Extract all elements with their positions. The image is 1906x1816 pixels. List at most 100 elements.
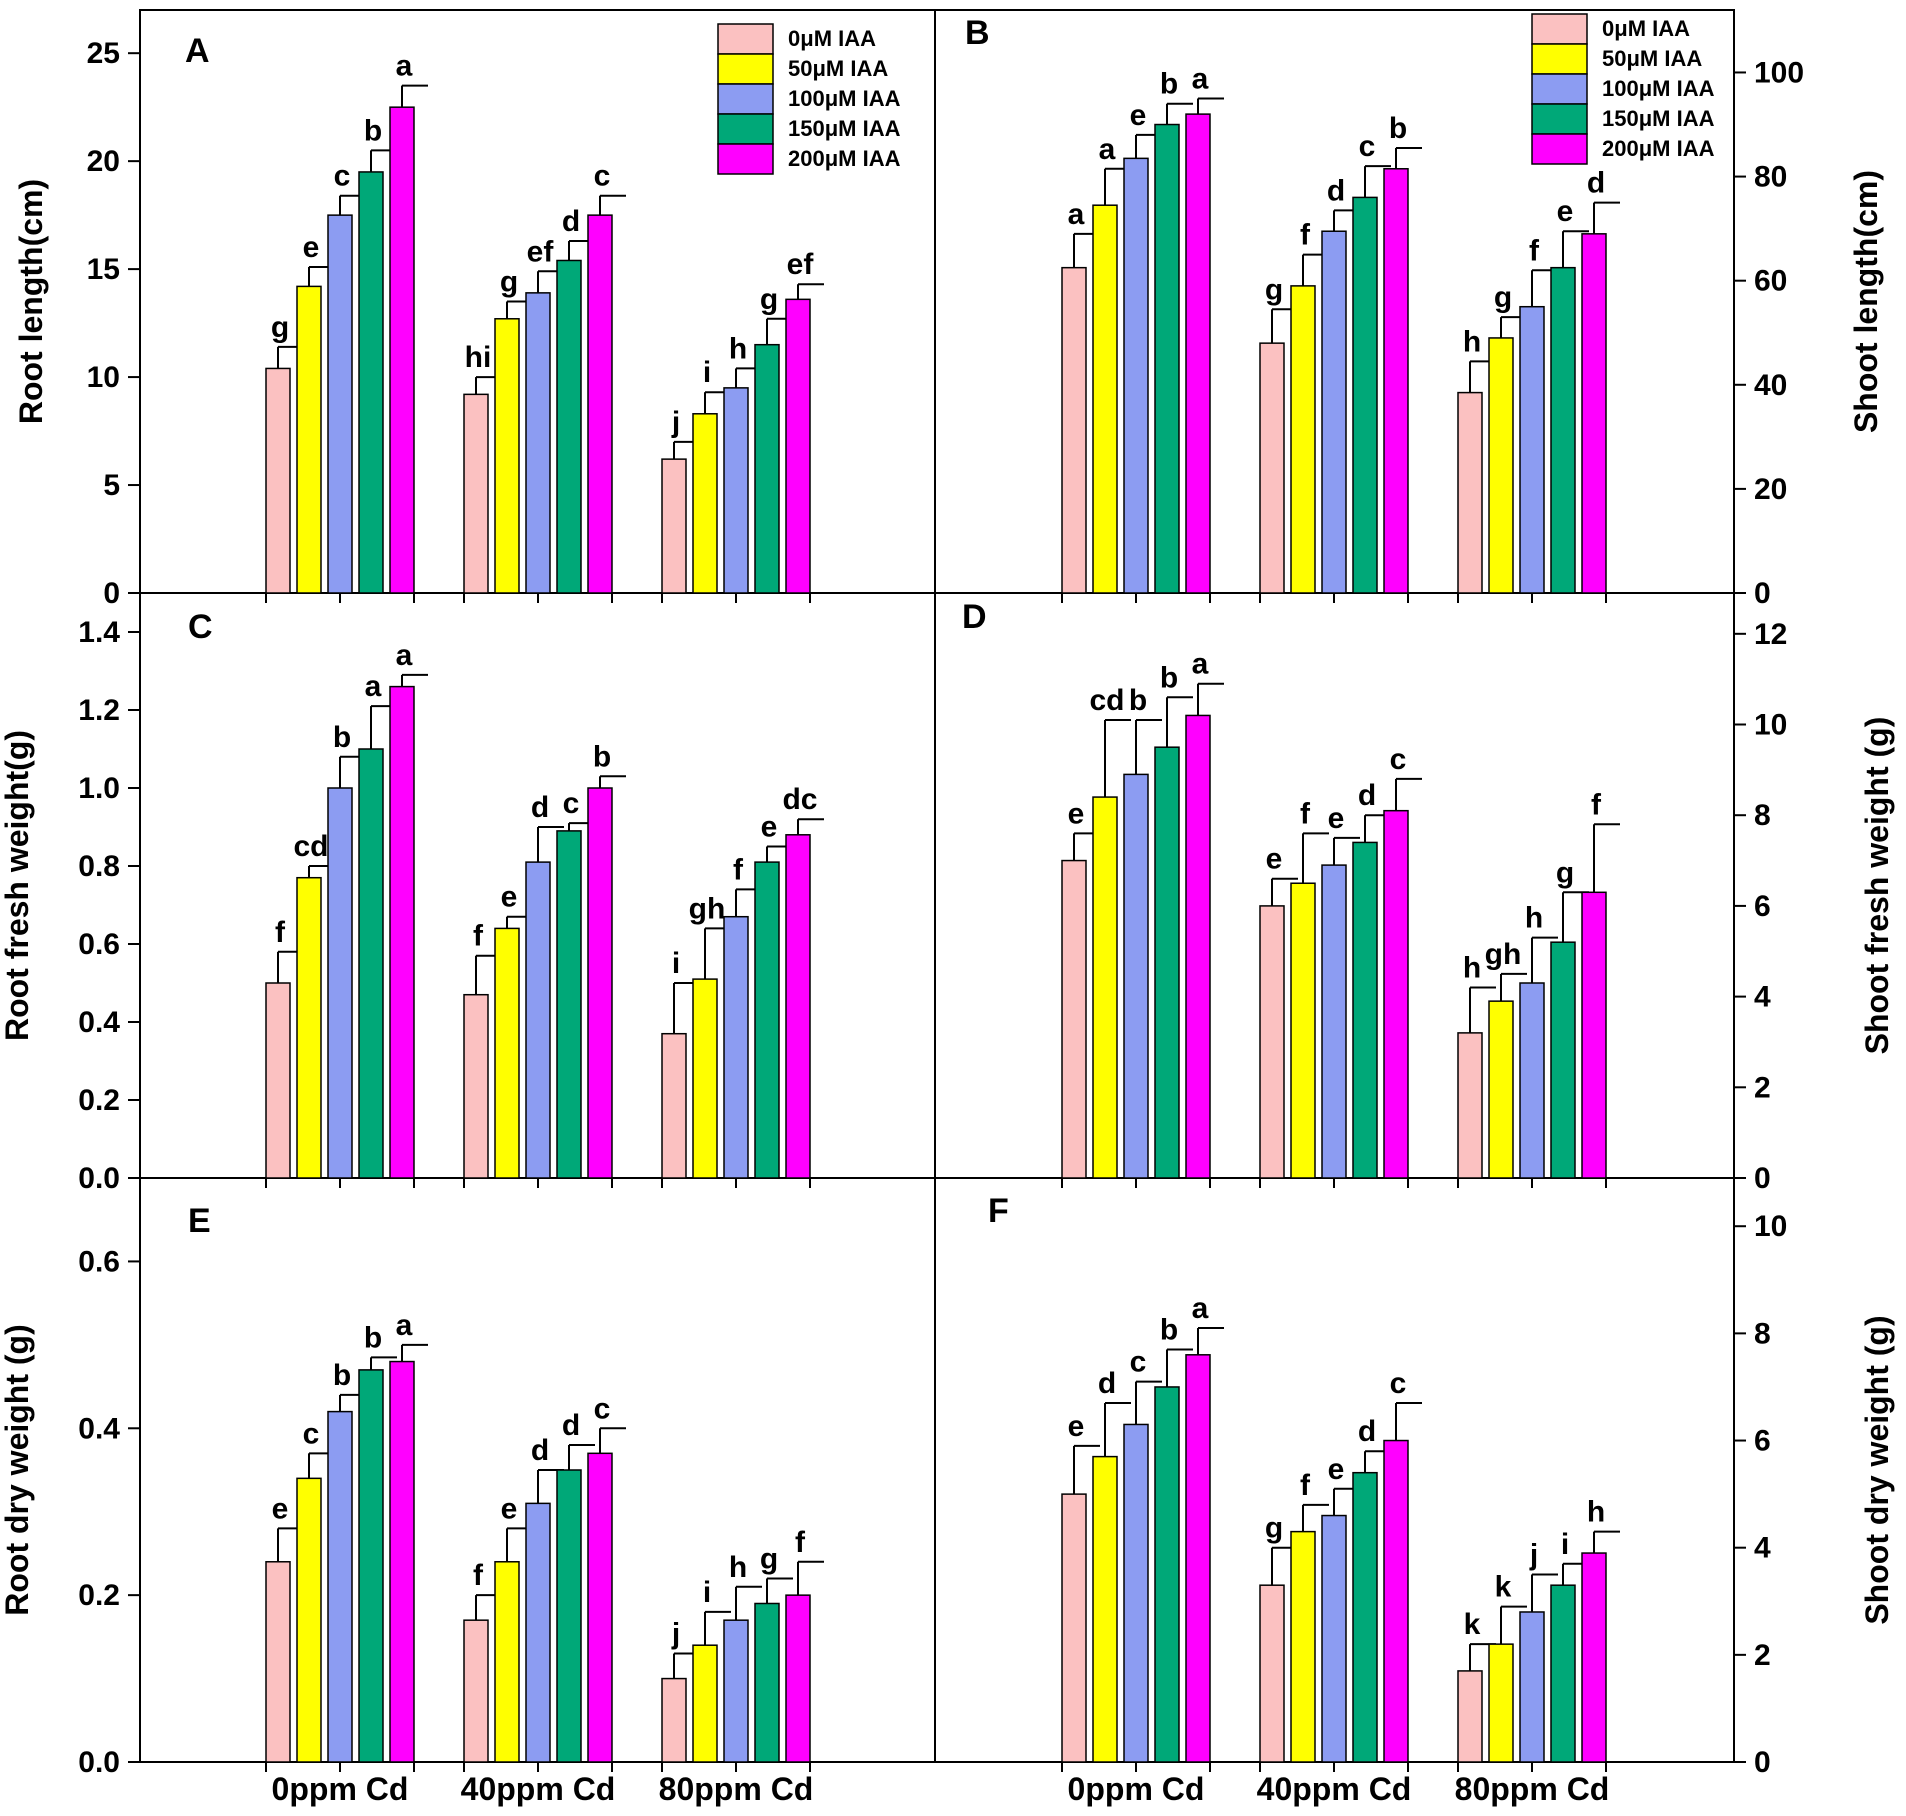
- legend-label-B: 50μM IAA: [1602, 46, 1702, 71]
- bar-B-0-4: [1185, 113, 1211, 594]
- significance-letter-D: cd: [1089, 684, 1124, 717]
- y-tick-label-F: 4: [1754, 1532, 1771, 1565]
- significance-letter-B: e: [1557, 195, 1574, 228]
- significance-letter-E: d: [531, 1434, 549, 1467]
- bar-A-2-3: [754, 343, 780, 594]
- bar-E-2-2: [723, 1619, 749, 1763]
- significance-letter-F: e: [1328, 1453, 1345, 1486]
- bar-A-1-2: [525, 292, 551, 594]
- y-axis-label-D: Shoot fresh weight (g): [1859, 717, 1895, 1055]
- significance-letter-D: e: [1328, 802, 1345, 835]
- bar-B-0-3: [1154, 123, 1180, 594]
- bar-C-1-1: [494, 927, 520, 1179]
- significance-letter-C: d: [531, 791, 549, 824]
- significance-letter-D: b: [1160, 661, 1178, 694]
- bar-C-2-3: [754, 861, 780, 1179]
- significance-letter-C: gh: [689, 892, 726, 925]
- bar-F-0-0: [1061, 1493, 1087, 1763]
- y-tick-label-D: 10: [1754, 709, 1787, 742]
- bar-C-2-0: [661, 1032, 687, 1179]
- bar-C-0-0: [265, 982, 291, 1179]
- bar-A-1-0: [463, 393, 489, 594]
- bar-A-2-2: [723, 387, 749, 594]
- bar-F-0-2: [1123, 1423, 1149, 1763]
- bar-B-0-2: [1123, 157, 1149, 594]
- bar-B-1-2: [1321, 230, 1347, 594]
- y-tick-label-B: 100: [1754, 56, 1804, 89]
- y-tick-label-E: 0.4: [78, 1412, 120, 1445]
- significance-letter-D: d: [1358, 779, 1376, 812]
- significance-letter-D: e: [1068, 797, 1085, 830]
- significance-letter-A: hi: [465, 341, 492, 374]
- bar-C-2-2: [723, 915, 749, 1179]
- x-category-label: 40ppm Cd: [1257, 1771, 1412, 1807]
- panel-label-A: A: [185, 32, 210, 70]
- bar-E-0-3: [358, 1369, 384, 1763]
- y-axis-label-F: Shoot dry weight (g): [1859, 1315, 1895, 1624]
- significance-letter-C: c: [563, 787, 580, 820]
- bar-D-0-3: [1154, 746, 1180, 1179]
- significance-letter-C: cd: [293, 830, 328, 863]
- legend-swatch-A: [717, 83, 774, 115]
- significance-letter-E: d: [562, 1409, 580, 1442]
- significance-letter-C: a: [396, 639, 413, 672]
- legend-swatch-B: [1531, 43, 1588, 75]
- significance-letter-D: f: [1591, 788, 1602, 821]
- y-axis-label-B: Shoot length(cm): [1848, 170, 1884, 433]
- y-tick-label-E: 0.2: [78, 1579, 120, 1612]
- bar-B-0-0: [1061, 266, 1087, 594]
- significance-letter-A: ef: [787, 248, 815, 281]
- panel-label-E: E: [188, 1202, 211, 1240]
- significance-letter-D: f: [1300, 797, 1311, 830]
- y-tick-label-A: 25: [87, 37, 120, 70]
- bar-E-2-4: [785, 1594, 811, 1763]
- legend-label-B: 100μM IAA: [1602, 76, 1715, 101]
- y-tick-label-B: 40: [1754, 369, 1787, 402]
- y-tick-label-D: 4: [1754, 981, 1771, 1014]
- bar-F-1-1: [1290, 1530, 1316, 1763]
- panel-label-D: D: [962, 598, 987, 636]
- legend-swatch-B: [1531, 73, 1588, 105]
- significance-letter-F: a: [1192, 1292, 1209, 1325]
- significance-letter-C: b: [593, 740, 611, 773]
- bar-E-1-4: [587, 1452, 613, 1763]
- significance-letter-E: c: [594, 1392, 611, 1425]
- significance-letter-F: d: [1358, 1415, 1376, 1448]
- significance-letter-E: j: [671, 1618, 680, 1651]
- significance-letter-A: g: [271, 311, 289, 344]
- significance-letter-A: d: [562, 205, 580, 238]
- significance-letter-F: k: [1464, 1608, 1481, 1641]
- bar-E-1-1: [494, 1561, 520, 1763]
- bar-E-0-2: [327, 1410, 353, 1763]
- significance-letter-D: g: [1556, 856, 1574, 889]
- y-tick-label-F: 2: [1754, 1639, 1771, 1672]
- bar-B-1-3: [1352, 196, 1378, 594]
- significance-letter-A: j: [671, 406, 680, 439]
- significance-letter-D: c: [1390, 743, 1407, 776]
- significance-letter-B: d: [1327, 174, 1345, 207]
- significance-letter-C: b: [333, 721, 351, 754]
- significance-letter-F: h: [1587, 1496, 1605, 1529]
- bar-F-1-4: [1383, 1439, 1409, 1763]
- significance-letter-B: a: [1099, 133, 1116, 166]
- panel-label-F: F: [988, 1192, 1009, 1230]
- bar-F-2-3: [1550, 1584, 1576, 1763]
- significance-letter-D: gh: [1485, 938, 1522, 971]
- bar-C-0-2: [327, 787, 353, 1179]
- y-tick-label-C: 0.2: [78, 1084, 120, 1117]
- significance-letter-F: c: [1130, 1346, 1147, 1379]
- bar-C-0-4: [389, 685, 415, 1179]
- bar-D-2-3: [1550, 941, 1576, 1179]
- bar-A-0-0: [265, 367, 291, 594]
- y-tick-label-F: 0: [1754, 1746, 1771, 1779]
- y-tick-label-D: 8: [1754, 799, 1771, 832]
- y-tick-label-B: 0: [1754, 577, 1771, 610]
- legend-swatch-A: [717, 143, 774, 175]
- legend-swatch-A: [717, 23, 774, 55]
- significance-letter-A: g: [760, 283, 778, 316]
- bar-E-0-1: [296, 1477, 322, 1763]
- bar-C-1-3: [556, 830, 582, 1179]
- significance-letter-B: f: [1529, 234, 1540, 267]
- significance-letter-B: e: [1130, 99, 1147, 132]
